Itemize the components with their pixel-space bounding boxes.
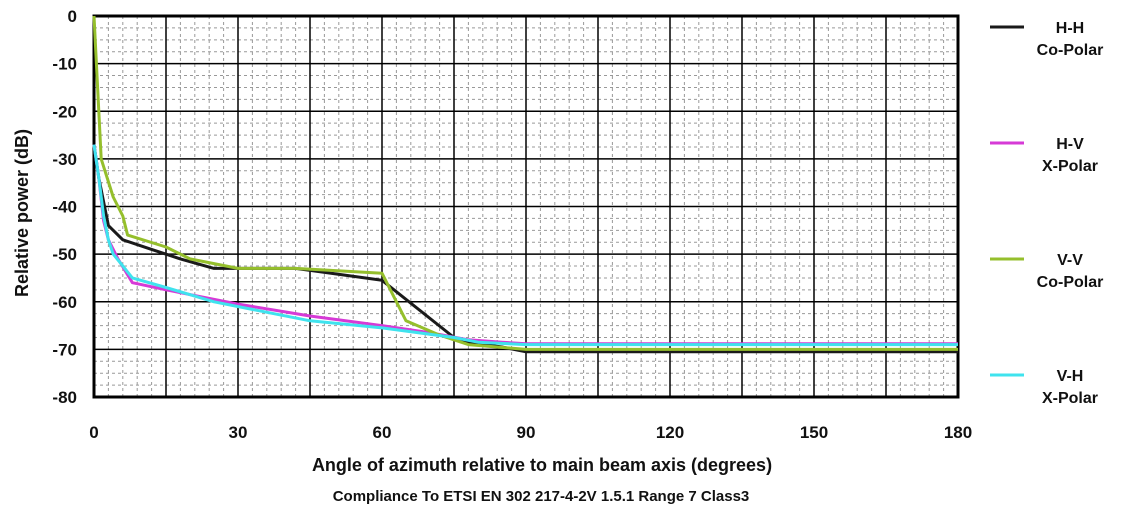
- legend: H-H Co-Polar H-V X-Polar V-V Co-Polar V-H X-Pol…: [990, 20, 1103, 407]
- y-tick-label: -30: [52, 150, 77, 169]
- x-tick-label: 60: [373, 423, 392, 442]
- y-tick-label: -40: [52, 198, 77, 217]
- series-lines: [92, 15, 958, 354]
- grid: [94, 16, 958, 397]
- x-tick-label: 0: [89, 423, 98, 442]
- chart-caption: Compliance To ETSI EN 302 217-4-2V 1.5.1…: [333, 488, 750, 505]
- x-tick-label: 30: [229, 423, 248, 442]
- x-tick-label: 120: [656, 423, 684, 442]
- x-tick-label: 180: [944, 423, 972, 442]
- y-tick-label: -60: [52, 293, 77, 312]
- x-axis-title: Angle of azimuth relative to main beam a…: [312, 455, 772, 475]
- series-line-4: [92, 144, 958, 347]
- plot-frame: [92, 14, 960, 399]
- x-tick-labels: 0 30 60 90 120 150 180: [89, 423, 972, 442]
- y-tick-label: -70: [52, 340, 77, 359]
- y-tick-labels: 0 -10 -20 -30 -40 -50 -60 -70 -80: [52, 7, 77, 407]
- legend-label-4: V-H: [1057, 368, 1084, 385]
- legend-sublabel-4: X-Polar: [1042, 390, 1098, 407]
- y-tick-label: -50: [52, 245, 77, 264]
- y-axis-title: Relative power (dB): [12, 129, 32, 297]
- legend-sublabel-1: Co-Polar: [1037, 42, 1104, 59]
- x-tick-label: 90: [517, 423, 536, 442]
- legend-label-1: H-H: [1056, 20, 1084, 37]
- y-tick-label: -20: [52, 102, 77, 121]
- y-tick-label: -80: [52, 388, 77, 407]
- legend-label-3: V-V: [1057, 252, 1083, 269]
- legend-label-2: H-V: [1056, 136, 1084, 153]
- series-line-3: [92, 15, 958, 351]
- legend-sublabel-3: Co-Polar: [1037, 274, 1104, 291]
- y-tick-label: 0: [68, 7, 77, 26]
- legend-sublabel-2: X-Polar: [1042, 158, 1098, 175]
- x-tick-label: 150: [800, 423, 828, 442]
- y-tick-label: -10: [52, 55, 77, 74]
